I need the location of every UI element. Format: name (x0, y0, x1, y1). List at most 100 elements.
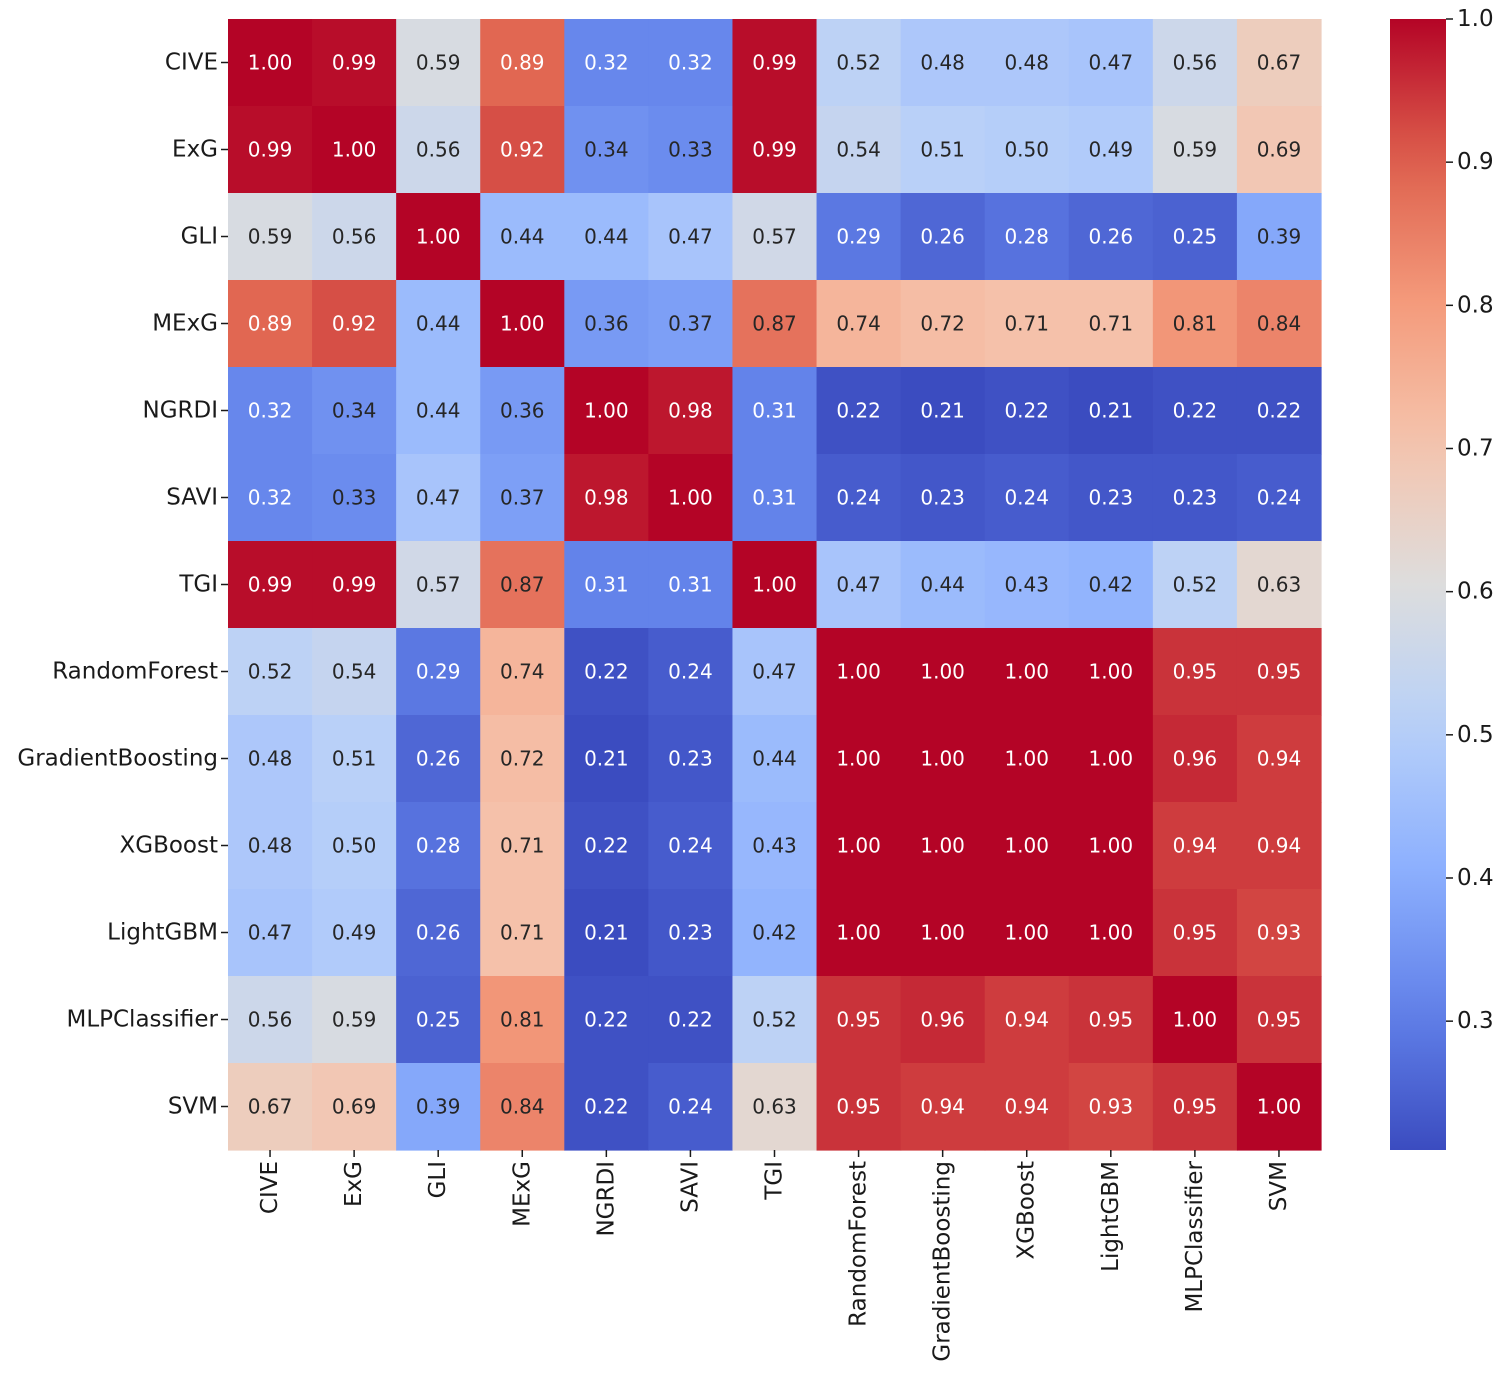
cell-value-label: 0.74 (500, 660, 545, 684)
cell-value-label: 0.92 (500, 138, 545, 162)
heatmap-cell-MExG-CIVE (228, 280, 313, 368)
cell-value-label: 0.87 (500, 573, 545, 597)
cell-value-label: 0.49 (332, 921, 377, 945)
heatmap-cell-GLI-TGI (732, 193, 818, 281)
heatmap-cell-NGRDI-SVM (1236, 367, 1322, 455)
x-tick-label-NGRDI: NGRDI (593, 1161, 619, 1237)
cell-value-label: 1.00 (752, 573, 797, 597)
cell-value-label: 0.42 (752, 921, 797, 945)
heatmap-cell-GLI-GradientBoosting (900, 193, 986, 281)
cell-value-label: 0.92 (332, 312, 377, 336)
heatmap-cell-LightGBM-ExG (312, 889, 397, 977)
heatmap-cell-GradientBoosting-NGRDI (564, 715, 649, 803)
heatmap-cell-GLI-RandomForest (816, 193, 902, 281)
x-tick-label-RandomForest: RandomForest (846, 1161, 872, 1327)
cell-value-label: 0.28 (416, 834, 461, 858)
heatmap-cell-SVM-GradientBoosting (900, 1063, 986, 1151)
y-tick-label-GradientBoosting: GradientBoosting (17, 746, 218, 772)
heatmap-cell-MExG-SAVI (648, 280, 734, 368)
heatmap-cell-TGI-MExG (480, 541, 565, 629)
heatmap-cell-ExG-SAVI (648, 106, 734, 194)
y-tick-label-TGI: TGI (178, 572, 218, 598)
cell-value-label: 0.95 (836, 1095, 881, 1119)
heatmap-cell-XGBoost-ExG (312, 802, 397, 890)
heatmap-cell-SAVI-MExG (480, 454, 565, 542)
heatmap-cell-RandomForest-LightGBM (1068, 628, 1154, 716)
heatmap-cell-MExG-XGBoost (984, 280, 1070, 368)
x-tick-label-ExG: ExG (341, 1161, 367, 1207)
x-tick-label-SVM: SVM (1266, 1161, 1292, 1211)
heatmap-cell-TGI-LightGBM (1068, 541, 1154, 629)
colorbar-tick-label-0.5: 0.5 (1457, 722, 1494, 748)
cell-value-label: 0.56 (416, 138, 461, 162)
y-tick-label-LightGBM: LightGBM (107, 920, 218, 946)
heatmap-cell-CIVE-TGI (732, 19, 818, 107)
cell-value-label: 0.26 (416, 747, 461, 771)
heatmap-cell-GLI-SAVI (648, 193, 734, 281)
colorbar-tick-label-1.0: 1.0 (1457, 6, 1494, 32)
colorbar-tick-label-0.4: 0.4 (1457, 865, 1494, 891)
cell-value-label: 0.31 (752, 486, 797, 510)
heatmap-cell-XGBoost-NGRDI (564, 802, 649, 890)
heatmap-cell-GradientBoosting-GLI (396, 715, 481, 803)
cell-value-label: 0.56 (1173, 51, 1218, 75)
colorbar-tick-label-0.3: 0.3 (1457, 1008, 1494, 1034)
cell-value-label: 0.95 (1257, 660, 1302, 684)
heatmap-cell-LightGBM-MExG (480, 889, 565, 977)
heatmap-cell-XGBoost-SAVI (648, 802, 734, 890)
y-tick-label-NGRDI: NGRDI (142, 398, 218, 424)
heatmap-cell-SAVI-MLPClassifier (1152, 454, 1238, 542)
cell-value-label: 0.29 (416, 660, 461, 684)
heatmap-cell-MLPClassifier-GradientBoosting (900, 976, 986, 1064)
cell-value-label: 0.48 (248, 747, 293, 771)
heatmap-cell-SVM-LightGBM (1068, 1063, 1154, 1151)
heatmap-cell-GradientBoosting-ExG (312, 715, 397, 803)
cell-value-label: 0.44 (416, 399, 461, 423)
cell-value-label: 0.31 (584, 573, 629, 597)
heatmap-cell-SAVI-RandomForest (816, 454, 902, 542)
cell-value-label: 0.23 (1173, 486, 1218, 510)
heatmap-cell-ExG-MExG (480, 106, 565, 194)
heatmap-cell-SVM-TGI (732, 1063, 818, 1151)
heatmap-cell-MExG-MLPClassifier (1152, 280, 1238, 368)
heatmap-cell-TGI-SVM (1236, 541, 1322, 629)
cell-value-label: 1.00 (920, 921, 965, 945)
heatmap-cell-MExG-TGI (732, 280, 818, 368)
heatmap-cell-CIVE-XGBoost (984, 19, 1070, 107)
heatmap-cell-TGI-RandomForest (816, 541, 902, 629)
cell-value-label: 1.00 (1004, 834, 1049, 858)
cell-value-label: 0.99 (752, 51, 797, 75)
cell-value-label: 0.93 (1089, 1095, 1134, 1119)
heatmap-cell-MExG-MExG (480, 280, 565, 368)
heatmap-cell-LightGBM-TGI (732, 889, 818, 977)
heatmap-cell-SVM-RandomForest (816, 1063, 902, 1151)
cell-value-label: 0.72 (500, 747, 545, 771)
heatmap-cell-MExG-NGRDI (564, 280, 649, 368)
heatmap-cell-MLPClassifier-RandomForest (816, 976, 902, 1064)
cell-value-label: 0.95 (1173, 1095, 1218, 1119)
y-tick-label-ExG: ExG (172, 137, 218, 163)
cell-value-label: 0.26 (1089, 225, 1134, 249)
cell-value-label: 0.52 (248, 660, 293, 684)
heatmap-cell-CIVE-RandomForest (816, 19, 902, 107)
heatmap-cell-GradientBoosting-XGBoost (984, 715, 1070, 803)
cell-value-label: 0.47 (752, 660, 797, 684)
heatmap-cell-ExG-NGRDI (564, 106, 649, 194)
heatmap-cells (228, 19, 1322, 1151)
cell-value-label: 1.00 (1257, 1095, 1302, 1119)
heatmap-cell-SVM-SAVI (648, 1063, 734, 1151)
heatmap-cell-LightGBM-SVM (1236, 889, 1322, 977)
heatmap-cell-ExG-SVM (1236, 106, 1322, 194)
heatmap-cell-SVM-XGBoost (984, 1063, 1070, 1151)
cell-value-label: 0.39 (1257, 225, 1302, 249)
cell-value-label: 0.98 (584, 486, 629, 510)
cell-value-label: 1.00 (248, 51, 293, 75)
cell-value-label: 0.22 (584, 1008, 629, 1032)
heatmap-cell-LightGBM-NGRDI (564, 889, 649, 977)
cell-value-label: 0.95 (1089, 1008, 1134, 1032)
heatmap-cell-NGRDI-TGI (732, 367, 818, 455)
heatmap-cell-CIVE-NGRDI (564, 19, 649, 107)
cell-value-label: 0.50 (332, 834, 377, 858)
x-axis: CIVE ExG GLI MExG NGRDI SAVI TGI RandomForest Gr… (257, 1150, 1292, 1362)
cell-value-label: 0.47 (668, 225, 713, 249)
